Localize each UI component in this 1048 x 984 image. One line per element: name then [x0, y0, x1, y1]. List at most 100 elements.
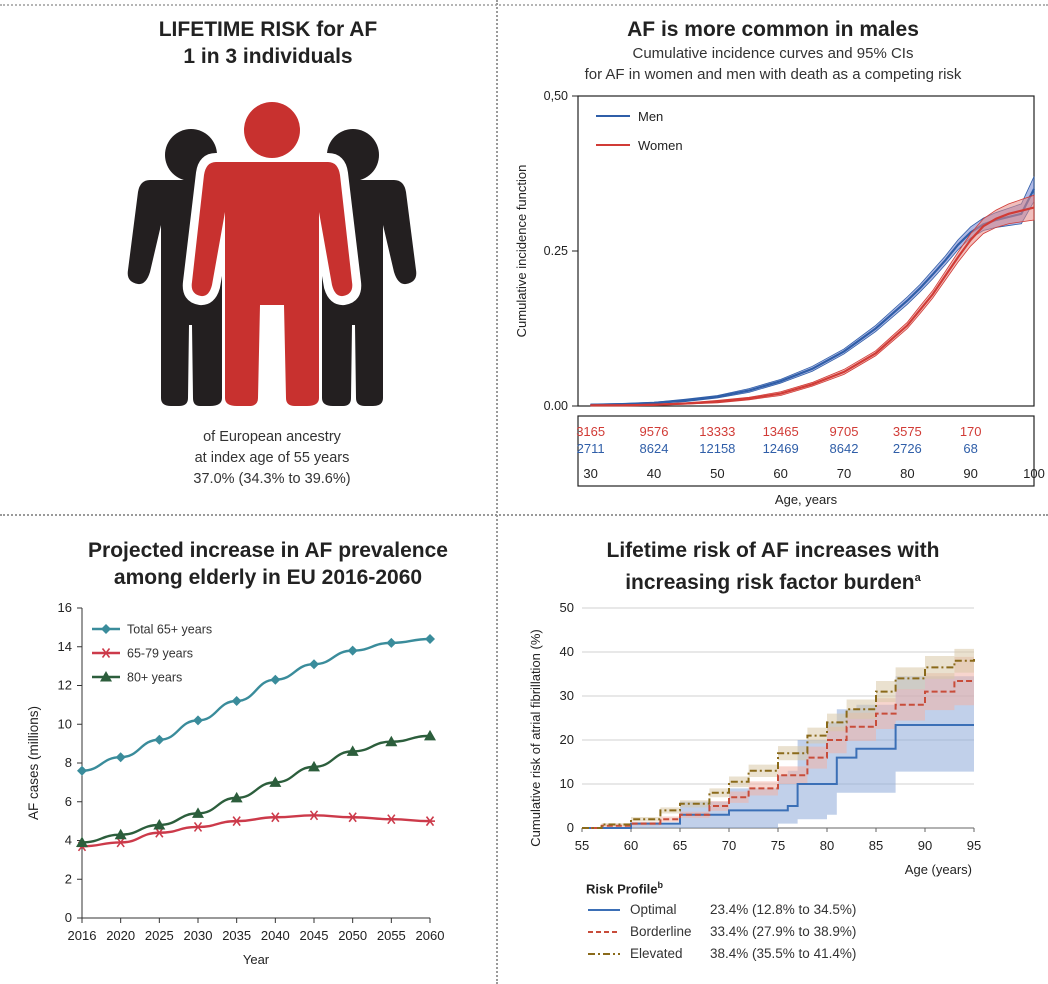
- y-tick-label: 12: [58, 678, 72, 693]
- x-tick-label: 2020: [106, 928, 135, 943]
- data-point-80-years: [424, 729, 436, 741]
- data-point-65-79-years: [270, 812, 281, 823]
- marker-stroke: [101, 648, 111, 658]
- legend-line-borderline: [588, 931, 620, 933]
- y-tick-label: 2: [65, 871, 72, 886]
- series-line-total-65-years: [81, 637, 431, 772]
- data-point-65-79-years: [231, 816, 242, 827]
- at-risk-men: 2711: [577, 441, 605, 456]
- x-tick-label: 90: [963, 466, 977, 481]
- x-tick-label: 2045: [300, 928, 329, 943]
- data-point-65-79-years: [193, 821, 203, 832]
- legend-label-women: Women: [638, 138, 683, 153]
- people-pictogram: [127, 97, 417, 418]
- data-point-65-79-years: [347, 812, 358, 823]
- x-tick-label: 2025: [145, 928, 174, 943]
- data-point-80-years: [230, 791, 243, 803]
- x-tick-label: 55: [575, 838, 589, 853]
- series-line-women: [590, 206, 1035, 407]
- at-risk-women: 9705: [830, 424, 859, 439]
- x-tick-label: 50: [710, 466, 724, 481]
- marker-stroke: [309, 810, 319, 821]
- series-line-80-years: [81, 734, 431, 844]
- x-tick-label: 75: [771, 838, 785, 853]
- prevalence-title-line2: among elderly in EU 2016-2060: [113, 566, 423, 589]
- legend-row-optimal: Optimal 23.4% (12.8% to 34.5%): [586, 900, 1026, 920]
- at-risk-men: 8624: [640, 441, 669, 456]
- x-tick-label: 85: [869, 838, 883, 853]
- risk-factor-title-line2-text: increasing risk factor burden: [625, 571, 915, 594]
- lifetime-risk-title-line1: LIFETIME RISK for AF: [158, 18, 378, 41]
- legend-value-optimal: 23.4% (12.8% to 34.5%): [710, 902, 857, 917]
- y-tick-label: 10: [560, 776, 574, 791]
- y-tick-label: 20: [560, 732, 574, 747]
- at-risk-women: 13333: [699, 424, 735, 439]
- y-tick-label: 0: [65, 910, 72, 925]
- x-tick-label: 40: [647, 466, 661, 481]
- at-risk-women: 3165: [576, 424, 605, 439]
- series-line-men: [590, 188, 1035, 406]
- x-tick-label: 100: [1023, 466, 1045, 481]
- data-point-80-years: [153, 819, 166, 830]
- y-tick-label: 0,50: [544, 90, 568, 103]
- risk-profile-chart: 0 10 20 30 40 50 55 60 65 70 75 80 85 90 95 Age (years)…: [528, 600, 981, 877]
- x-tick-label: 2060: [416, 928, 445, 943]
- x-tick-label: 30: [583, 466, 597, 481]
- marker-stroke: [232, 816, 241, 827]
- legend-title-sup: b: [657, 880, 664, 890]
- vertical-divider: [496, 0, 498, 984]
- lifetime-risk-caption-line3: 37.0% (34.3% to 39.6%): [193, 471, 351, 487]
- ci-band-men: [590, 176, 1035, 406]
- x-tick-label: 2016: [68, 928, 97, 943]
- y-axis-label: Cumulative incidence function: [514, 165, 529, 338]
- at-risk-women: 13465: [763, 424, 799, 439]
- sex-difference-panel: AF is more common in males Cumulative in…: [498, 0, 1048, 514]
- data-point-total-65-years: [386, 637, 397, 648]
- data-point-total-65-years: [77, 765, 87, 776]
- data-point-total-65-years: [347, 645, 358, 656]
- sex-difference-title: AF is more common in males: [627, 18, 919, 41]
- legend-line-elevated: [588, 953, 620, 955]
- sex-difference-subtitle-line1: Cumulative incidence curves and 95% CIs: [632, 45, 914, 62]
- data-point-65-79-years: [309, 810, 319, 821]
- data-point-80-years: [114, 828, 127, 840]
- y-tick-label: 0.00: [544, 399, 568, 413]
- legend-label-65-79-years: 65-79 years: [127, 647, 193, 661]
- legend-marker-80-years: [100, 671, 112, 682]
- legend-title-text: Risk Profile: [586, 881, 658, 897]
- legend-label-optimal: Optimal: [630, 902, 677, 917]
- series-line-elevated: [582, 659, 975, 829]
- data-point-total-65-years: [154, 734, 165, 745]
- x-axis-label: Age (years): [905, 862, 972, 877]
- x-tick-label: 70: [722, 838, 736, 853]
- y-axis-label: AF cases (millions): [26, 706, 41, 820]
- data-point-65-79-years: [154, 827, 165, 838]
- series-line-65-79-years: [81, 814, 431, 848]
- risk-factor-title-line1: Lifetime risk of AF increases with: [606, 539, 940, 562]
- risk-factor-panel: Lifetime risk of AF increases with incre…: [498, 516, 1048, 984]
- marker-stroke: [387, 814, 396, 825]
- legend-label-total-65-years: Total 65+ years: [127, 623, 212, 637]
- data-point-80-years: [76, 836, 88, 847]
- x-tick-label: 60: [773, 466, 787, 481]
- x-tick-label: 2030: [184, 928, 213, 943]
- person-center-icon: [191, 102, 353, 406]
- at-risk-women: 3575: [893, 424, 922, 439]
- cumulative-incidence-chart: 0.00 0.25 0,50 Cumulative incidence functio…: [514, 90, 1045, 507]
- x-tick-label: 2050: [338, 928, 367, 943]
- data-point-total-65-years: [425, 634, 435, 644]
- data-point-65-79-years: [386, 814, 397, 825]
- data-point-total-65-years: [231, 696, 242, 706]
- x-tick-label: 95: [967, 838, 981, 853]
- at-risk-women: 170: [960, 424, 982, 439]
- at-risk-table-frame: [577, 415, 1035, 487]
- x-tick-label: 65: [673, 838, 687, 853]
- y-tick-label: 4: [65, 833, 72, 848]
- legend-label-elevated: Elevated: [630, 946, 683, 961]
- prevalence-panel: Projected increase in AF prevalence amon…: [0, 516, 496, 984]
- lifetime-risk-panel: LIFETIME RISK for AF 1 in 3 individuals …: [0, 0, 496, 514]
- marker-stroke: [193, 821, 203, 832]
- data-point-total-65-years: [193, 715, 203, 726]
- legend-label-80-years: 80+ years: [127, 671, 182, 685]
- x-tick-label: 60: [624, 838, 638, 853]
